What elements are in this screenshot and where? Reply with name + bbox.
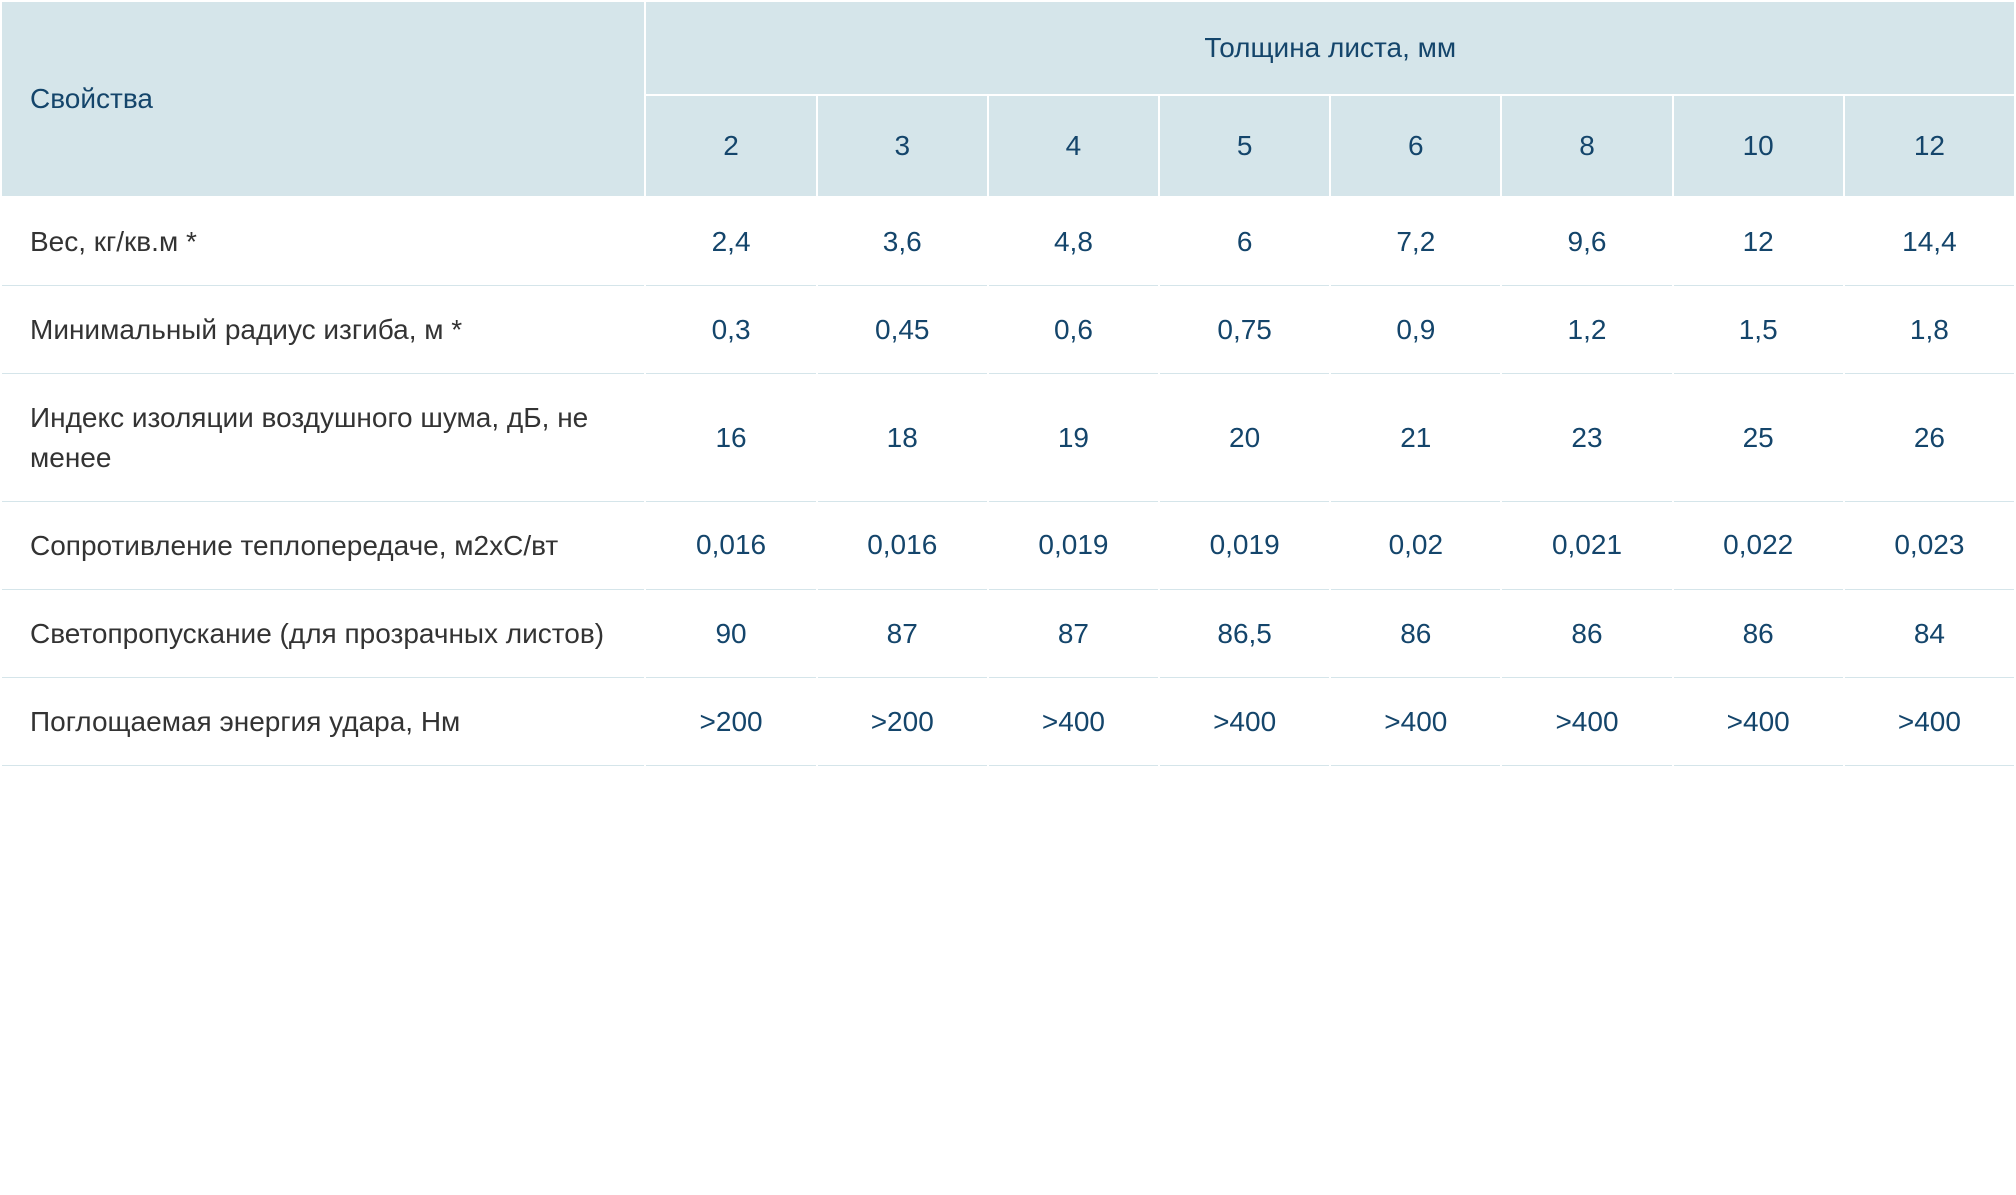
row-value: 12 bbox=[1673, 197, 1844, 286]
header-thickness-val: 2 bbox=[645, 95, 816, 197]
row-value: 0,022 bbox=[1673, 501, 1844, 589]
header-thickness-val: 8 bbox=[1501, 95, 1672, 197]
row-label: Поглощаемая энергия удара, Нм bbox=[1, 678, 645, 766]
row-value: 90 bbox=[645, 589, 816, 677]
table-row: Индекс изоляции воздушного шума, дБ, не … bbox=[1, 374, 2015, 501]
row-value: 1,5 bbox=[1673, 286, 1844, 374]
row-value: 26 bbox=[1844, 374, 2015, 501]
row-value: >400 bbox=[1844, 678, 2015, 766]
row-value: 0,3 bbox=[645, 286, 816, 374]
row-value: >400 bbox=[1501, 678, 1672, 766]
row-value: 0,021 bbox=[1501, 501, 1672, 589]
row-value: 86 bbox=[1330, 589, 1501, 677]
row-value: 0,75 bbox=[1159, 286, 1330, 374]
row-value: 16 bbox=[645, 374, 816, 501]
row-value: 0,016 bbox=[817, 501, 988, 589]
row-value: >200 bbox=[645, 678, 816, 766]
row-value: 3,6 bbox=[817, 197, 988, 286]
header-thickness-val: 3 bbox=[817, 95, 988, 197]
table-row: Поглощаемая энергия удара, Нм >200 >200 … bbox=[1, 678, 2015, 766]
row-value: 7,2 bbox=[1330, 197, 1501, 286]
row-value: 0,016 bbox=[645, 501, 816, 589]
row-value: >400 bbox=[988, 678, 1159, 766]
row-value: 21 bbox=[1330, 374, 1501, 501]
table-row: Минимальный радиус изгиба, м * 0,3 0,45 … bbox=[1, 286, 2015, 374]
row-value: 4,8 bbox=[988, 197, 1159, 286]
header-thickness-val: 5 bbox=[1159, 95, 1330, 197]
row-value: 87 bbox=[817, 589, 988, 677]
row-value: 18 bbox=[817, 374, 988, 501]
row-value: >400 bbox=[1330, 678, 1501, 766]
header-property: Свойства bbox=[1, 1, 645, 197]
row-label: Вес, кг/кв.м * bbox=[1, 197, 645, 286]
row-label: Индекс изоляции воздушного шума, дБ, не … bbox=[1, 374, 645, 501]
row-value: 0,6 bbox=[988, 286, 1159, 374]
row-value: 86,5 bbox=[1159, 589, 1330, 677]
row-value: >400 bbox=[1159, 678, 1330, 766]
row-value: 0,023 bbox=[1844, 501, 2015, 589]
row-value: 0,9 bbox=[1330, 286, 1501, 374]
table-row: Вес, кг/кв.м * 2,4 3,6 4,8 6 7,2 9,6 12 … bbox=[1, 197, 2015, 286]
header-thickness-val: 10 bbox=[1673, 95, 1844, 197]
row-value: 0,02 bbox=[1330, 501, 1501, 589]
row-value: 84 bbox=[1844, 589, 2015, 677]
row-value: >200 bbox=[817, 678, 988, 766]
row-value: 0,019 bbox=[1159, 501, 1330, 589]
row-value: 6 bbox=[1159, 197, 1330, 286]
header-row-1: Свойства Толщина листа, мм bbox=[1, 1, 2015, 95]
row-value: 2,4 bbox=[645, 197, 816, 286]
row-value: >400 bbox=[1673, 678, 1844, 766]
row-value: 86 bbox=[1673, 589, 1844, 677]
header-thickness-val: 6 bbox=[1330, 95, 1501, 197]
properties-table-container: Свойства Толщина листа, мм 2 3 4 5 6 8 1… bbox=[0, 0, 2016, 766]
row-value: 0,45 bbox=[817, 286, 988, 374]
row-value: 0,019 bbox=[988, 501, 1159, 589]
table-row: Сопротивление теплопередаче, м2хС/вт 0,0… bbox=[1, 501, 2015, 589]
header-thickness-val: 12 bbox=[1844, 95, 2015, 197]
row-value: 1,2 bbox=[1501, 286, 1672, 374]
header-thickness-title: Толщина листа, мм bbox=[645, 1, 2015, 95]
row-value: 1,8 bbox=[1844, 286, 2015, 374]
row-label: Светопропускание (для прозрачных листов) bbox=[1, 589, 645, 677]
row-value: 20 bbox=[1159, 374, 1330, 501]
row-value: 14,4 bbox=[1844, 197, 2015, 286]
table-row: Светопропускание (для прозрачных листов)… bbox=[1, 589, 2015, 677]
row-label: Сопротивление теплопередаче, м2хС/вт bbox=[1, 501, 645, 589]
properties-table: Свойства Толщина листа, мм 2 3 4 5 6 8 1… bbox=[0, 0, 2016, 766]
table-body: Вес, кг/кв.м * 2,4 3,6 4,8 6 7,2 9,6 12 … bbox=[1, 197, 2015, 766]
row-label: Минимальный радиус изгиба, м * bbox=[1, 286, 645, 374]
row-value: 25 bbox=[1673, 374, 1844, 501]
row-value: 19 bbox=[988, 374, 1159, 501]
header-thickness-val: 4 bbox=[988, 95, 1159, 197]
row-value: 86 bbox=[1501, 589, 1672, 677]
row-value: 9,6 bbox=[1501, 197, 1672, 286]
row-value: 23 bbox=[1501, 374, 1672, 501]
row-value: 87 bbox=[988, 589, 1159, 677]
